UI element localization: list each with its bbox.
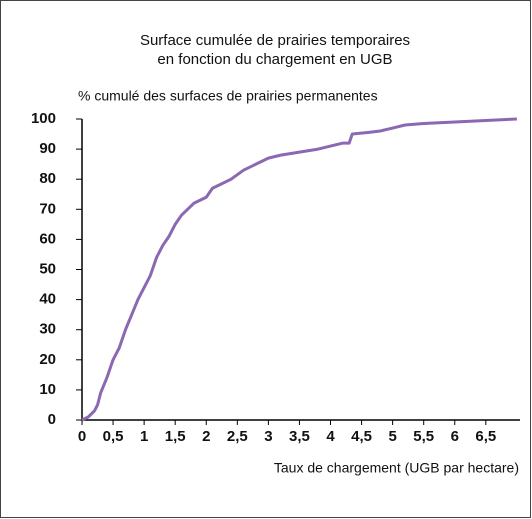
y-tick-label: 90 bbox=[39, 140, 56, 157]
x-tick-label: 2,5 bbox=[227, 428, 248, 445]
chart-title: en fonction du chargement en UGB bbox=[157, 51, 392, 68]
x-tick-label: 4 bbox=[326, 428, 335, 445]
x-tick-label: 0 bbox=[78, 428, 86, 445]
y-tick-label: 100 bbox=[31, 110, 56, 127]
y-tick-label: 70 bbox=[39, 200, 56, 217]
x-tick-label: 4,5 bbox=[351, 428, 372, 445]
x-tick-label: 6,5 bbox=[475, 428, 496, 445]
x-axis-label: Taux de chargement (UGB par hectare) bbox=[274, 460, 519, 476]
x-tick-label: 5,5 bbox=[413, 428, 434, 445]
x-tick-label: 3 bbox=[264, 428, 272, 445]
y-tick-label: 10 bbox=[39, 381, 56, 398]
x-tick-label: 3,5 bbox=[289, 428, 310, 445]
data-line bbox=[81, 117, 517, 422]
y-tick-label: 50 bbox=[39, 260, 56, 277]
x-tick-label: 2 bbox=[202, 428, 210, 445]
x-tick-label: 6 bbox=[451, 428, 459, 445]
x-tick-label: 1,5 bbox=[165, 428, 186, 445]
y-tick-label: 40 bbox=[39, 291, 56, 308]
chart-title: Surface cumulée de prairies temporaires bbox=[140, 32, 410, 49]
y-tick-label: 20 bbox=[39, 351, 56, 368]
x-tick-label: 5 bbox=[388, 428, 396, 445]
y-tick-label: 60 bbox=[39, 230, 56, 247]
y-tick-label: 80 bbox=[39, 170, 56, 187]
x-tick-label: 0,5 bbox=[103, 428, 124, 445]
y-axis-label: % cumulé des surfaces de prairies perman… bbox=[78, 88, 378, 104]
y-tick-label: 0 bbox=[48, 411, 56, 428]
x-tick-label: 1 bbox=[140, 428, 148, 445]
y-tick-label: 30 bbox=[39, 321, 56, 338]
